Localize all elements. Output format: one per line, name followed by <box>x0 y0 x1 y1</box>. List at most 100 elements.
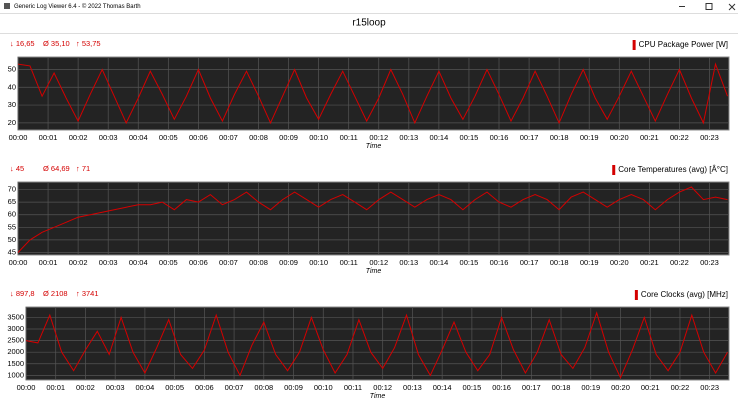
x-tick-label: 00:19 <box>581 383 600 392</box>
y-tick-label: 1500 <box>7 359 24 368</box>
x-tick-label: 00:07 <box>219 258 238 267</box>
legend-swatch <box>634 290 638 300</box>
x-tick-label: 00:20 <box>611 383 630 392</box>
y-tick-label: 2500 <box>7 336 24 345</box>
x-tick-label: 00:05 <box>159 133 178 142</box>
x-tick-label: 00:22 <box>670 258 689 267</box>
x-tick-label: 00:16 <box>490 133 509 142</box>
x-axis-label: Time <box>370 393 386 400</box>
x-tick-label: 00:17 <box>520 133 539 142</box>
x-tick-label: 00:03 <box>99 133 118 142</box>
x-tick-label: 00:08 <box>254 383 273 392</box>
x-tick-label: 00:09 <box>279 133 298 142</box>
x-tick-label: 00:00 <box>17 383 36 392</box>
legend-label: CPU Package Power [W] <box>639 40 728 49</box>
stat: ↓ 16,65 <box>10 39 35 48</box>
x-tick-label: 00:17 <box>522 383 541 392</box>
window-title: Generic Log Viewer 6.4 - © 2022 Thomas B… <box>14 3 141 10</box>
x-tick-label: 00:19 <box>580 258 599 267</box>
y-tick-label: 50 <box>8 64 16 73</box>
x-tick-label: 00:03 <box>106 383 125 392</box>
x-tick-label: 00:13 <box>399 258 418 267</box>
plot-area <box>25 306 730 381</box>
y-tick-label: 50 <box>8 235 16 244</box>
x-axis-label: Time <box>366 143 382 150</box>
x-tick-label: 00:07 <box>219 133 238 142</box>
x-tick-label: 00:01 <box>39 133 58 142</box>
legend-label: Core Temperatures (avg) [Â°C] <box>618 165 728 174</box>
x-tick-label: 00:14 <box>429 133 448 142</box>
x-tick-label: 00:06 <box>189 258 208 267</box>
close-button[interactable] <box>728 3 736 11</box>
x-tick-label: 00:09 <box>284 383 303 392</box>
x-tick-label: 00:18 <box>550 258 569 267</box>
x-tick-label: 00:21 <box>640 258 659 267</box>
x-tick-label: 00:10 <box>314 383 333 392</box>
y-tick-label: 65 <box>8 197 16 206</box>
x-tick-label: 00:23 <box>700 383 719 392</box>
stat: Ø 64,69 <box>43 164 70 173</box>
y-tick-label: 1000 <box>7 370 24 379</box>
x-tick-label: 00:14 <box>433 383 452 392</box>
x-tick-label: 00:07 <box>225 383 244 392</box>
x-tick-label: 00:22 <box>671 383 690 392</box>
maximize-button[interactable] <box>705 3 713 10</box>
x-tick-label: 00:23 <box>700 133 719 142</box>
x-tick-label: 00:18 <box>552 383 571 392</box>
stat: Ø 35,10 <box>43 39 70 48</box>
stat: ↑ 3741 <box>76 289 99 298</box>
x-tick-label: 00:11 <box>340 133 358 142</box>
x-tick-label: 00:08 <box>249 258 268 267</box>
legend-label: Core Clocks (avg) [MHz] <box>641 290 728 299</box>
stat: ↑ 71 <box>76 164 90 173</box>
x-tick-label: 00:22 <box>670 133 689 142</box>
x-tick-label: 00:19 <box>580 133 599 142</box>
x-tick-label: 00:02 <box>69 133 88 142</box>
x-tick-label: 00:11 <box>344 383 362 392</box>
x-tick-label: 00:21 <box>641 383 660 392</box>
series-line <box>17 186 728 253</box>
x-tick-label: 00:16 <box>492 383 511 392</box>
x-tick-label: 00:06 <box>189 133 208 142</box>
x-tick-label: 00:05 <box>159 258 178 267</box>
x-tick-label: 00:15 <box>460 258 479 267</box>
y-tick-label: 2000 <box>7 347 24 356</box>
x-tick-label: 00:13 <box>399 133 418 142</box>
y-tick-label: 45 <box>8 247 16 256</box>
x-tick-label: 00:01 <box>46 383 65 392</box>
x-tick-label: 00:10 <box>309 258 328 267</box>
x-tick-label: 00:11 <box>340 258 358 267</box>
series-line <box>25 311 728 379</box>
stat: ↓ 45 <box>10 164 24 173</box>
x-tick-label: 00:12 <box>369 133 388 142</box>
x-tick-label: 00:12 <box>369 258 388 267</box>
x-tick-label: 00:16 <box>490 258 509 267</box>
x-tick-label: 00:20 <box>610 133 629 142</box>
y-tick-label: 55 <box>8 222 16 231</box>
y-tick-label: 40 <box>8 82 16 91</box>
header: r15loop <box>352 18 386 29</box>
y-tick-label: 3000 <box>7 324 24 333</box>
x-tick-label: 00:15 <box>460 133 479 142</box>
x-tick-label: 00:04 <box>129 258 148 267</box>
x-tick-label: 00:01 <box>39 258 58 267</box>
x-tick-label: 00:23 <box>700 258 719 267</box>
y-tick-label: 20 <box>8 118 16 127</box>
x-tick-label: 00:14 <box>429 258 448 267</box>
x-tick-label: 00:20 <box>610 258 629 267</box>
legend-swatch <box>612 165 616 175</box>
x-tick-label: 00:12 <box>373 383 392 392</box>
x-tick-label: 00:00 <box>9 258 28 267</box>
x-tick-label: 00:15 <box>462 383 481 392</box>
app-icon <box>4 3 10 9</box>
x-tick-label: 00:00 <box>9 133 28 142</box>
x-tick-label: 00:13 <box>403 383 422 392</box>
y-tick-label: 30 <box>8 100 16 109</box>
x-tick-label: 00:04 <box>129 133 148 142</box>
x-tick-label: 00:06 <box>195 383 214 392</box>
x-tick-label: 00:18 <box>550 133 569 142</box>
y-tick-label: 3500 <box>7 312 24 321</box>
y-tick-label: 60 <box>8 210 16 219</box>
